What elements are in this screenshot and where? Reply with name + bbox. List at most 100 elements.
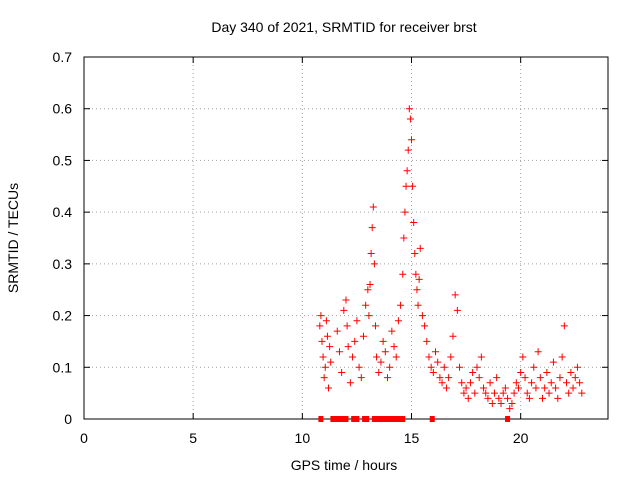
data-point bbox=[353, 317, 361, 325]
data-point bbox=[547, 379, 555, 387]
data-point bbox=[362, 301, 370, 309]
data-point bbox=[466, 379, 474, 387]
data-point bbox=[552, 384, 560, 392]
grid-lines bbox=[84, 57, 608, 419]
data-point bbox=[578, 389, 586, 397]
data-point bbox=[320, 374, 328, 382]
data-point bbox=[497, 399, 505, 407]
data-point bbox=[477, 353, 485, 361]
data-point bbox=[408, 136, 415, 144]
data-point bbox=[377, 358, 385, 366]
zero-point bbox=[364, 416, 370, 422]
data-point bbox=[392, 353, 400, 361]
data-point bbox=[399, 270, 407, 278]
data-point bbox=[560, 322, 568, 330]
data-point bbox=[346, 379, 354, 387]
data-point bbox=[411, 250, 419, 258]
data-point bbox=[471, 389, 479, 397]
data-point bbox=[563, 379, 571, 387]
data-point bbox=[343, 322, 351, 330]
data-point bbox=[342, 296, 350, 304]
data-point bbox=[338, 368, 346, 376]
data-point bbox=[442, 384, 450, 392]
data-point bbox=[460, 389, 468, 397]
x-axis-label: GPS time / hours bbox=[291, 457, 398, 473]
data-point bbox=[469, 368, 477, 376]
zero-point bbox=[330, 416, 336, 422]
chart-title: Day 340 of 2021, SRMTID for receiver brs… bbox=[211, 19, 476, 35]
data-point bbox=[340, 306, 348, 314]
zero-point bbox=[429, 416, 435, 422]
data-point bbox=[333, 327, 341, 335]
data-point bbox=[316, 322, 324, 330]
data-point bbox=[571, 374, 579, 382]
data-point bbox=[394, 317, 402, 325]
data-point bbox=[493, 374, 501, 382]
data-point bbox=[449, 332, 457, 340]
data-point bbox=[410, 218, 418, 226]
data-point bbox=[536, 374, 544, 382]
x-tick-label: 0 bbox=[80, 430, 88, 446]
data-point bbox=[567, 368, 575, 376]
data-point bbox=[357, 374, 365, 382]
data-point bbox=[401, 208, 409, 216]
axis-ticks: 0 0.1 0.2 0.3 0.4 0.5 0.6 0.7 0 5 10 15 20 bbox=[53, 49, 608, 446]
data-point bbox=[366, 281, 374, 289]
data-point bbox=[390, 343, 398, 351]
data-point bbox=[549, 358, 557, 366]
data-point bbox=[541, 384, 549, 392]
data-point bbox=[409, 182, 417, 190]
data-point bbox=[415, 275, 423, 283]
data-point bbox=[576, 379, 584, 387]
data-point bbox=[388, 327, 396, 335]
data-point bbox=[495, 394, 503, 402]
data-point bbox=[368, 224, 376, 232]
y-tick-label: 0.7 bbox=[53, 49, 73, 65]
data-point bbox=[456, 363, 464, 371]
data-point bbox=[319, 353, 327, 361]
x-tick-label: 5 bbox=[189, 430, 197, 446]
data-point bbox=[375, 368, 383, 376]
data-point bbox=[402, 182, 410, 190]
data-point bbox=[379, 337, 387, 345]
data-point bbox=[440, 363, 448, 371]
data-point bbox=[517, 368, 525, 376]
data-point bbox=[335, 348, 343, 356]
data-point bbox=[490, 389, 498, 397]
data-point bbox=[501, 384, 509, 392]
data-point bbox=[381, 348, 389, 356]
zero-point bbox=[505, 416, 511, 422]
data-point bbox=[539, 394, 546, 402]
data-points bbox=[316, 105, 586, 422]
data-point bbox=[519, 353, 527, 361]
data-point bbox=[528, 379, 536, 387]
data-point bbox=[414, 301, 422, 309]
data-point bbox=[355, 363, 363, 371]
data-point bbox=[405, 105, 413, 113]
y-tick-label: 0 bbox=[64, 411, 72, 427]
y-tick-label: 0.1 bbox=[53, 359, 73, 375]
data-point bbox=[510, 389, 518, 397]
data-point bbox=[322, 317, 330, 325]
y-tick-label: 0.2 bbox=[53, 308, 73, 324]
data-point bbox=[349, 353, 357, 361]
data-point bbox=[365, 312, 373, 320]
data-point bbox=[418, 312, 426, 320]
zero-point bbox=[333, 416, 339, 422]
data-point bbox=[545, 389, 553, 397]
data-point bbox=[397, 301, 405, 309]
data-point bbox=[462, 384, 470, 392]
data-point bbox=[558, 353, 566, 361]
zero-point bbox=[354, 416, 360, 422]
data-point bbox=[403, 167, 411, 175]
data-point bbox=[554, 394, 562, 402]
data-point bbox=[458, 379, 466, 387]
data-point bbox=[499, 389, 507, 397]
data-point bbox=[475, 374, 483, 382]
data-point bbox=[416, 244, 424, 252]
data-point bbox=[371, 322, 379, 330]
data-point bbox=[508, 399, 516, 407]
data-point bbox=[404, 146, 412, 154]
data-point bbox=[383, 374, 391, 382]
